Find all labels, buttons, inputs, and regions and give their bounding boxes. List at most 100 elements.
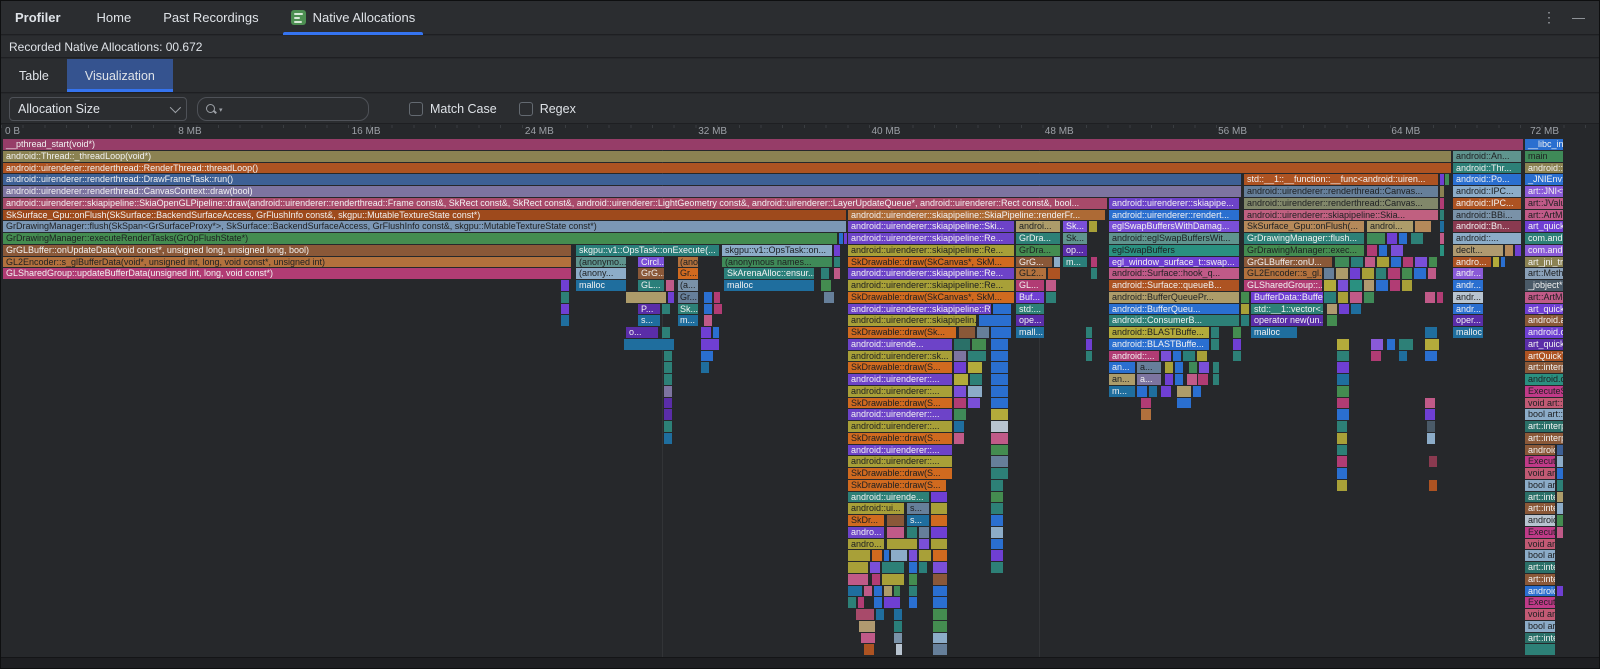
flame-block[interactable]: android::uirenderer::skiapipeline::Ski..…	[848, 221, 1014, 233]
flame-block[interactable]: bool art::int...	[1525, 409, 1563, 421]
flame-block[interactable]	[701, 327, 711, 338]
flame-block[interactable]	[1197, 350, 1207, 362]
flame-block[interactable]	[848, 562, 868, 573]
flame-block[interactable]: android.o...	[1525, 444, 1555, 456]
flame-block[interactable]	[1402, 268, 1412, 280]
flame-block[interactable]	[954, 374, 968, 385]
flame-block[interactable]	[991, 503, 1003, 515]
flame-block[interactable]	[1137, 385, 1147, 397]
flame-block[interactable]	[1367, 233, 1385, 244]
flame-block[interactable]	[701, 350, 713, 362]
flame-block[interactable]	[664, 374, 672, 385]
flame-block[interactable]	[626, 291, 666, 303]
flame-block[interactable]	[1415, 256, 1427, 268]
flame-block[interactable]	[876, 609, 884, 620]
flame-block[interactable]	[1324, 291, 1336, 303]
flame-block[interactable]: _JNIEnv::C...	[1525, 174, 1563, 186]
flame-block[interactable]: oper...	[1453, 315, 1483, 327]
search-box[interactable]: ▾	[197, 96, 369, 121]
flame-block[interactable]	[848, 573, 868, 585]
flame-block[interactable]	[968, 362, 982, 374]
flame-block[interactable]	[1557, 515, 1563, 526]
flame-block[interactable]: android::uirenderer::...	[848, 385, 952, 397]
flame-block[interactable]	[1350, 280, 1362, 291]
flame-block[interactable]: void art:...	[1525, 609, 1555, 620]
flame-block[interactable]	[870, 562, 880, 573]
flame-block[interactable]	[1337, 338, 1349, 350]
flame-block[interactable]	[1399, 350, 1407, 362]
flame-block[interactable]	[1351, 256, 1363, 268]
flame-block[interactable]	[991, 350, 1008, 362]
flame-block[interactable]	[664, 385, 672, 397]
flame-block[interactable]	[931, 503, 947, 515]
flame-block[interactable]	[1390, 280, 1400, 291]
flame-block[interactable]: SkSurface_Gpu::onFlush(SkSurface::Backen…	[3, 209, 846, 221]
flame-block[interactable]	[1211, 338, 1219, 350]
flame-block[interactable]: android::uirenderer::...	[848, 374, 952, 385]
flame-block[interactable]	[713, 327, 719, 338]
flame-block[interactable]: eglSwapBuffersWithDamag...	[1109, 221, 1239, 233]
flame-block[interactable]	[933, 597, 947, 609]
flame-block[interactable]	[1437, 291, 1443, 303]
flame-block[interactable]: egl_window_surface_t::swap...	[1109, 256, 1239, 268]
flame-block[interactable]	[1048, 268, 1060, 280]
flame-block[interactable]	[1425, 409, 1435, 421]
flame-block[interactable]: (anony...	[576, 268, 626, 280]
flame-block[interactable]: ExecuteS...	[1525, 456, 1555, 468]
flame-block[interactable]: GL2...	[1016, 268, 1046, 280]
flame-block[interactable]	[1337, 456, 1347, 468]
flame-block[interactable]	[874, 585, 882, 597]
flame-block[interactable]	[872, 573, 880, 585]
tab-past-recordings[interactable]: Past Recordings	[147, 1, 274, 35]
flame-block[interactable]	[991, 479, 1003, 491]
flame-block[interactable]	[1387, 233, 1397, 244]
flame-block[interactable]	[1557, 491, 1563, 503]
flame-block[interactable]	[666, 280, 674, 291]
flame-block[interactable]	[1337, 409, 1349, 421]
flame-block[interactable]	[1046, 280, 1056, 291]
flame-block[interactable]	[1233, 338, 1241, 350]
flame-block[interactable]	[1377, 256, 1389, 268]
flame-block[interactable]: GrG...	[638, 268, 664, 280]
flame-block[interactable]	[954, 432, 964, 444]
flame-block[interactable]: m...	[1063, 256, 1087, 268]
flame-block[interactable]	[1399, 338, 1413, 350]
flame-block[interactable]: android::BufferQueuePr...	[1109, 291, 1239, 303]
flame-block[interactable]	[1141, 397, 1151, 409]
flame-block[interactable]: GrDrawingManager::executeRenderTasks(GrO…	[3, 233, 837, 244]
flame-block[interactable]	[664, 421, 672, 432]
flame-block[interactable]: art::JValue ...	[1525, 197, 1563, 209]
flame-block[interactable]	[821, 268, 829, 280]
flame-block[interactable]: android::uirenderer::skiapipeline::SkiaP…	[848, 209, 1105, 221]
flame-block[interactable]	[882, 562, 904, 573]
flame-block[interactable]	[834, 256, 840, 268]
flame-block[interactable]: com.androi...	[1525, 244, 1563, 256]
flame-block[interactable]	[1388, 268, 1400, 280]
flame-block[interactable]: skgpu::v1::OpsTask::onExecute(...	[576, 244, 719, 256]
flame-block[interactable]	[1557, 503, 1563, 515]
flame-block[interactable]	[704, 291, 712, 303]
flame-block[interactable]: std::__1::vector<...	[1251, 303, 1323, 315]
flame-block[interactable]: art::interpr...	[1525, 432, 1563, 444]
flame-block[interactable]	[1440, 197, 1444, 209]
flame-block[interactable]	[991, 526, 1003, 538]
flame-block[interactable]	[909, 562, 917, 573]
flame-block[interactable]	[1336, 268, 1348, 280]
flame-block[interactable]: android::ui...	[848, 503, 904, 515]
flame-block[interactable]	[1177, 397, 1191, 409]
flame-block[interactable]	[1086, 327, 1092, 338]
flame-block[interactable]	[894, 632, 902, 644]
flame-block[interactable]: Execute...	[1525, 597, 1555, 609]
flame-block[interactable]: s...	[638, 315, 660, 327]
flame-block[interactable]	[1091, 256, 1097, 268]
flame-block[interactable]: art_quick_t...	[1525, 338, 1563, 350]
flame-block[interactable]: an...	[1109, 374, 1135, 385]
flame-block[interactable]	[844, 233, 847, 244]
flame-block[interactable]: android::uirenderer::renderthread::Canva…	[1244, 186, 1438, 197]
flame-block[interactable]: android::An...	[1525, 162, 1563, 174]
flame-block[interactable]: android.os....	[1525, 327, 1563, 338]
flame-block[interactable]	[1425, 350, 1437, 362]
flame-block[interactable]	[909, 550, 917, 562]
flame-block[interactable]: GrGLBuffer::onUpdateData(void const*, un…	[3, 244, 571, 256]
flame-block[interactable]: malloc	[724, 280, 814, 291]
